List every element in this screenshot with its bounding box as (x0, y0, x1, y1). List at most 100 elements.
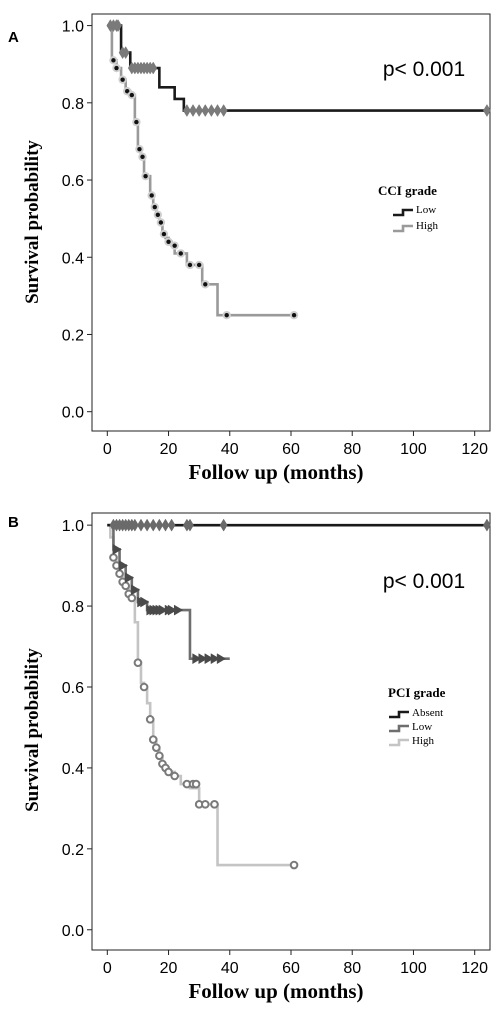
panel-b-series-low-censor-mark (131, 584, 141, 596)
panel-a-label: A (8, 29, 19, 46)
panel-a-series-low-censor-mark (207, 104, 216, 118)
panel-b-series-high-censor-mark (139, 682, 149, 692)
panel-a-series-high-censor-center (120, 77, 125, 82)
panel-b-p-value: p< 0.001 (383, 570, 465, 593)
panel-a-x-tick-label: 80 (343, 441, 361, 458)
panel-b-x-tick-label: 40 (221, 960, 239, 977)
panel-a-series-high-censor-center (224, 312, 229, 318)
panel-b-series-high-censor-mark (127, 593, 137, 603)
panel-b-legend-title: PCI grade (388, 685, 446, 700)
panel-a-x-tick-label: 0 (103, 441, 112, 458)
panel-a-series-low-line (107, 24, 487, 112)
panel-a-series-high-censor-center (134, 119, 139, 125)
panel-a-y-tick-label: 0.6 (62, 173, 84, 190)
panel-b-legend-key-high (389, 738, 409, 747)
panel-a-series-low-censor-mark (114, 19, 122, 33)
panel-b-y-tick-label: 0.4 (62, 761, 84, 778)
panel-b-series-low-censor-mark (173, 604, 184, 616)
panel-b-series-absent-censor-mark (186, 518, 194, 532)
panel-a-series-high-censor-center (129, 92, 134, 98)
panel-a-legend-key-low (393, 208, 413, 217)
panel-b-series-high-censor-mark (155, 751, 164, 761)
panel-b-series-absent-censor-mark (137, 518, 145, 532)
panel-b-series-low-censor-mark (112, 543, 122, 555)
panel-a-series-high-censor-center (291, 312, 297, 318)
panel-b-series-high-censor-mark (145, 715, 155, 724)
panel-b-series-high-censor-mark (200, 800, 210, 809)
panel-b-x-tick-label: 80 (343, 960, 361, 977)
panel-a-series-high-censor-center (178, 251, 183, 256)
panel-a-x-tick-label: 40 (221, 441, 239, 458)
panel-a-series-high-censor-center (196, 262, 202, 268)
panel-b-y-tick-label: 0.2 (62, 842, 84, 859)
panel-a-series-high-censor-center (166, 239, 171, 245)
panel-b-x-tick-label: 20 (160, 960, 178, 977)
panel-b-y-axis: 0.0 0.2 0.4 0.6 0.8 1.0 (62, 518, 92, 940)
panel-a-series-low-censor-mark (483, 104, 491, 118)
panel-b-legend: PCI grade Absent Low High (388, 685, 446, 747)
panel-a-series-low-censor-mark (219, 104, 228, 118)
panel-b-label: B (8, 514, 19, 531)
panel-a-series-low-censor-mark (213, 104, 222, 118)
panel-b-series-high-censor-mark (210, 800, 219, 809)
panel-b-series-absent-censor-mark (167, 518, 176, 532)
panel-b-series-low-censor-mark (210, 653, 220, 665)
panel-b: B 0.0 0.2 0.4 0.6 0.8 1.0 0 20 40 60 80 100 120 p< … (8, 512, 491, 1003)
panel-a-series-high-censor-center (125, 89, 130, 94)
panel-a-x-tick-label: 120 (461, 441, 488, 458)
panel-b-series-absent-censor-mark (483, 518, 491, 532)
panel-b-legend-label-low: Low (412, 721, 432, 733)
panel-b-series-high-censor-mark (151, 743, 161, 752)
panel-a-series-high-censor-center (143, 173, 148, 179)
panel-a-x-tick-label: 20 (160, 441, 178, 458)
panel-b-series-absent-censor-mark (143, 518, 151, 532)
panel-a-series-high-censor-center (114, 65, 119, 71)
panel-b-legend-key-absent (389, 710, 409, 719)
panel-b-series-low-censor-mark (216, 653, 227, 665)
panel-b-series-high-line (107, 523, 295, 867)
panel-b-y-tick-label: 0.0 (62, 923, 84, 940)
panel-b-series-low-censor-mark (158, 604, 168, 616)
panel-a-y-tick-label: 0.8 (62, 96, 84, 113)
panel-b-series-low-censor-mark (167, 604, 178, 616)
panel-a-series-high-censor-center (140, 154, 145, 160)
panel-a-y-tick-label: 1.0 (62, 19, 84, 36)
panel-b-series-absent-censor-mark (155, 518, 164, 532)
panel-a-y-tick-label: 0.4 (62, 250, 84, 267)
panel-b-series-high-censor-mark (148, 735, 158, 744)
panel-a-x-tick-label: 60 (282, 441, 300, 458)
panel-a-series-high-censor-center (158, 220, 164, 225)
panel-b-x-label: Follow up (months) (188, 979, 363, 1003)
panel-b-y-tick-label: 0.6 (62, 680, 84, 697)
panel-a-legend-label-low: Low (416, 204, 436, 216)
panel-a-series-high-censor-center (203, 282, 208, 287)
panel-a-series-low-censor-mark (201, 104, 210, 118)
panel-a-legend-title: CCI grade (378, 183, 437, 198)
panel-b-series-low-censor-mark (140, 596, 150, 608)
panel-b-series-absent-censor-mark (219, 518, 228, 532)
panel-b-series-high-censor-mark (109, 553, 118, 562)
panel-a: A 0.0 0.2 0.4 0.6 0.8 1.0 0 20 40 60 80 100 120 p< … (8, 13, 491, 484)
panel-a-series-high-censor-center (137, 146, 142, 152)
panel-a-curves (106, 19, 491, 320)
panel-a-y-axis: 0.0 0.2 0.4 0.6 0.8 1.0 (62, 19, 92, 422)
panel-b-series-absent-censor-mark (161, 518, 170, 532)
panel-b-series-high-censor-mark (164, 767, 173, 777)
panel-b-series-high-censor-mark (289, 860, 299, 870)
panel-b-x-tick-label: 60 (282, 960, 300, 977)
panel-a-series-high-censor-center (161, 231, 167, 237)
panel-a-y-tick-label: 0.2 (62, 327, 84, 344)
panel-a-series-high-censor-center (149, 193, 154, 198)
panel-b-series-absent-censor-mark (130, 518, 139, 532)
panel-b-series-low-censor-mark (198, 653, 208, 665)
panel-b-series-high-censor-mark (191, 779, 201, 789)
panel-a-series-high-censor-center (152, 204, 157, 210)
panel-a-p-value: p< 0.001 (383, 58, 465, 81)
panel-b-y-label: Survival probability (22, 648, 43, 812)
panel-b-legend-label-absent: Absent (412, 707, 443, 719)
panel-b-series-high-censor-mark (115, 569, 124, 578)
panel-b-x-tick-label: 0 (103, 960, 112, 977)
panel-b-x-axis: 0 20 40 60 80 100 120 (103, 950, 488, 977)
panel-a-y-tick-label: 0.0 (62, 405, 84, 422)
